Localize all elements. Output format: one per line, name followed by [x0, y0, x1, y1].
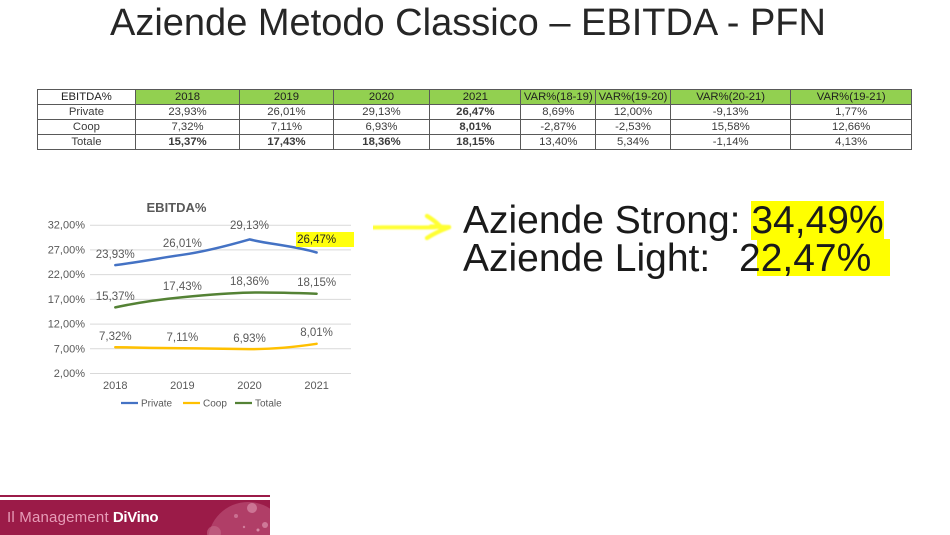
svg-text:23,93%: 23,93%	[96, 249, 135, 261]
svg-text:2019: 2019	[170, 380, 194, 392]
svg-text:2018: 2018	[103, 380, 127, 392]
svg-text:15,37%: 15,37%	[96, 291, 135, 303]
svg-text:12,00%: 12,00%	[48, 319, 86, 331]
svg-text:29,13%: 29,13%	[230, 220, 269, 232]
svg-text:17,43%: 17,43%	[163, 281, 202, 293]
svg-text:Private: Private	[141, 399, 173, 410]
svg-text:Coop: Coop	[203, 399, 227, 410]
svg-text:2021: 2021	[304, 380, 328, 392]
svg-text:32,00%: 32,00%	[48, 220, 86, 232]
svg-text:26,01%: 26,01%	[163, 238, 202, 250]
svg-text:2,00%: 2,00%	[54, 368, 85, 380]
svg-text:18,36%: 18,36%	[230, 276, 269, 288]
svg-text:8,01%: 8,01%	[300, 327, 333, 339]
svg-text:7,11%: 7,11%	[167, 332, 199, 344]
svg-text:6,93%: 6,93%	[233, 333, 266, 345]
svg-text:27,00%: 27,00%	[48, 244, 86, 256]
svg-text:7,00%: 7,00%	[54, 343, 85, 355]
svg-text:7,32%: 7,32%	[99, 331, 132, 343]
svg-text:26,47%: 26,47%	[297, 234, 336, 246]
svg-text:2020: 2020	[237, 380, 261, 392]
svg-text:17,00%: 17,00%	[48, 294, 86, 306]
svg-text:22,00%: 22,00%	[48, 269, 86, 281]
svg-text:EBITDA%: EBITDA%	[147, 200, 207, 215]
svg-text:Totale: Totale	[255, 399, 282, 410]
svg-text:18,15%: 18,15%	[297, 277, 336, 289]
